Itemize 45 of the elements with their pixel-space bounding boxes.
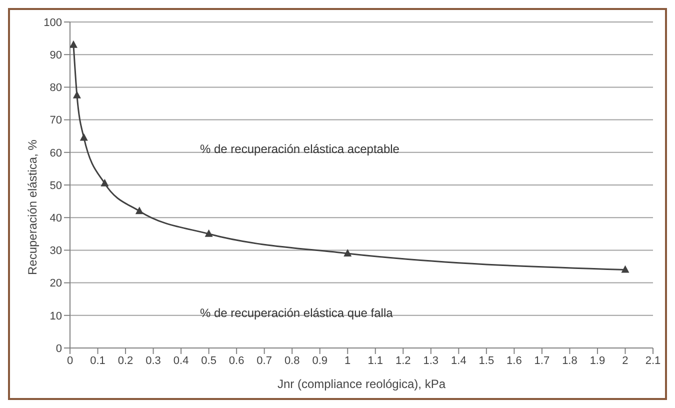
- y-tick-label: 70: [50, 114, 62, 127]
- point: [80, 133, 88, 141]
- y-tick-label: 0: [56, 342, 62, 355]
- x-tick-label: 1.3: [423, 354, 439, 367]
- x-tick-label: 0.7: [256, 354, 272, 367]
- y-axis-title: Recuperación elástica, %: [25, 139, 40, 275]
- point: [344, 248, 352, 256]
- y-tick-label: 80: [50, 82, 62, 94]
- point: [621, 265, 630, 273]
- x-tick-label: 0.6: [228, 354, 244, 367]
- x-tick-label: 1.1: [368, 354, 384, 367]
- y-tick-label: 20: [50, 278, 62, 290]
- point: [204, 229, 213, 237]
- annotation: % de recuperación elástica aceptable: [200, 142, 400, 156]
- x-tick-label: 0.1: [90, 354, 106, 367]
- annotation: % de recuperación elástica que falla: [200, 306, 393, 320]
- y-tick-label: 60: [50, 147, 62, 160]
- y-tick-label: 90: [50, 50, 62, 62]
- point: [100, 178, 109, 186]
- x-tick-label: 0.9: [312, 354, 328, 367]
- y-tick-label: 40: [50, 212, 62, 225]
- y-tick-label: 100: [44, 16, 62, 29]
- x-tick-label: 1.6: [506, 354, 522, 367]
- x-tick-label: 0.2: [118, 354, 134, 367]
- x-tick-label: 1.2: [395, 354, 411, 367]
- x-tick-label: 0: [66, 354, 74, 367]
- x-tick-label: 0.3: [146, 354, 161, 367]
- x-tick-label: 1.4: [451, 354, 466, 367]
- x-tick-label: 1: [344, 354, 351, 367]
- point: [70, 40, 78, 48]
- x-tick-label: 1.9: [590, 354, 606, 367]
- y-tick-label: 10: [50, 310, 62, 322]
- x-tick-label: 2.1: [645, 354, 661, 367]
- point: [135, 206, 144, 214]
- x-tick-label: 0.8: [284, 354, 300, 367]
- x-tick-label: 1.8: [562, 354, 578, 367]
- y-tick-label: 30: [50, 245, 62, 258]
- x-tick-label: 2: [622, 354, 628, 367]
- x-axis-title: Jnr (compliance reológica), kPa: [277, 377, 446, 391]
- x-tick-label: 0.4: [173, 354, 189, 367]
- x-tick-label: 0.5: [201, 354, 216, 367]
- x-tick-label: 1.5: [478, 354, 494, 367]
- point: [72, 90, 81, 98]
- y-tick-label: 50: [50, 180, 62, 192]
- x-tick-label: 1.7: [534, 354, 550, 367]
